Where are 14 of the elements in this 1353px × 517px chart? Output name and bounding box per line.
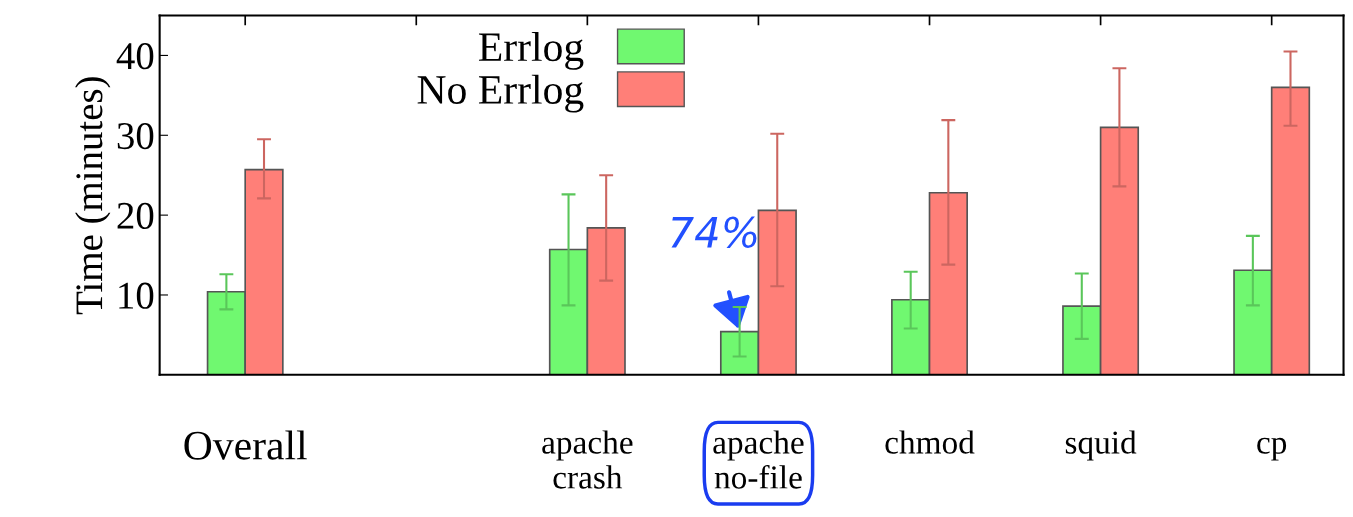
x-tick-label: apache no-file — [713, 430, 804, 489]
y-axis-title: Time (minutes) — [75, 77, 111, 315]
x-tick-label: apache crash — [542, 430, 633, 489]
y-tick-label: 30 — [117, 122, 154, 150]
annotation: 74% — [671, 216, 757, 248]
y-tick-label: 20 — [117, 202, 154, 229]
x-tick-label: cp — [1257, 437, 1287, 461]
x-tick-label: chmod — [885, 430, 975, 454]
legend-label: No Errlog — [417, 74, 584, 113]
x-tick-label: Overall — [184, 430, 307, 460]
legend-label: Errlog — [478, 31, 584, 70]
y-tick-label: 10 — [119, 282, 154, 309]
y-tick-label: 40 — [116, 43, 154, 70]
x-tick-label: squid — [1065, 430, 1137, 461]
